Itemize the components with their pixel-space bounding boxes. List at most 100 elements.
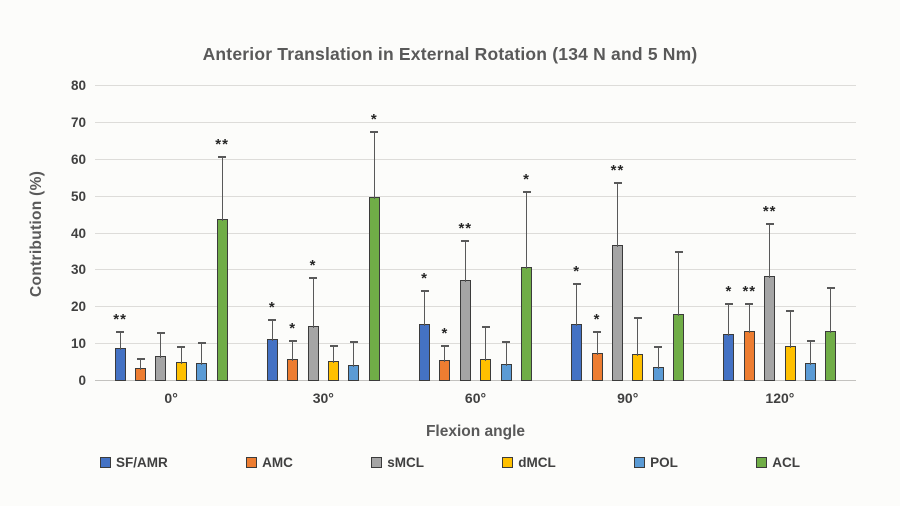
gridline-50 <box>95 195 856 197</box>
bar-SF/AMR-90° <box>571 323 583 381</box>
error-bar <box>201 343 203 365</box>
error-bar <box>312 278 314 329</box>
gridline-20 <box>95 306 856 308</box>
error-bar-cap <box>522 190 531 193</box>
bar-dMCL-60° <box>480 358 492 381</box>
error-bar <box>464 242 466 283</box>
error-bar <box>830 288 832 334</box>
bar-SF/AMR-120° <box>723 334 735 381</box>
bar-AMC-30° <box>287 358 299 381</box>
bar-AMC-60° <box>439 359 451 381</box>
error-bar-cap <box>136 357 145 360</box>
error-bar-cap <box>197 341 206 344</box>
bar-sMCL-60° <box>459 280 471 381</box>
y-tick-label-40: 40 <box>70 225 86 241</box>
error-bar <box>271 320 273 341</box>
significance-marker: ** <box>215 135 229 153</box>
error-bar-cap <box>745 302 754 305</box>
bar-POL-30° <box>348 364 360 381</box>
chart-title: Anterior Translation in External Rotatio… <box>202 44 698 64</box>
y-tick-label-60: 60 <box>70 151 86 167</box>
bar-POL-0° <box>196 362 208 381</box>
error-bar <box>424 291 425 326</box>
error-bar <box>353 343 355 367</box>
y-tick-label-0: 0 <box>78 373 86 388</box>
x-tick-label-120°: 120° <box>765 390 795 406</box>
bar-sMCL-90° <box>612 245 623 381</box>
bar-SF/AMR-30° <box>266 338 278 381</box>
legend-label-ACL: ACL <box>772 454 800 470</box>
error-bar <box>810 341 811 366</box>
bar-dMCL-120° <box>784 345 796 381</box>
error-bar <box>657 347 659 369</box>
y-axis-ticks: 0 10 20 30 40 50 60 70 80 <box>46 78 86 388</box>
significance-marker: * <box>441 324 449 342</box>
error-bar <box>576 285 578 326</box>
error-bar <box>292 341 294 361</box>
y-tick-label-50: 50 <box>70 188 86 204</box>
significance-marker: * <box>421 269 428 287</box>
legend-item-POL: POL <box>634 455 678 470</box>
error-bar-cap <box>572 283 581 286</box>
error-bar-cap <box>481 325 490 328</box>
x-tick-label-90°: 90° <box>617 390 639 406</box>
error-bar-cap <box>502 341 511 344</box>
error-bar <box>769 225 771 279</box>
x-tick-label-0°: 0° <box>164 390 178 406</box>
x-tick-label-30°: 30° <box>312 390 334 406</box>
bar-dMCL-0° <box>175 362 187 381</box>
error-bar-cap <box>461 240 470 243</box>
error-bar <box>637 319 639 357</box>
x-axis-label: Flexion angle <box>425 423 526 440</box>
x-tick-label-60°: 60° <box>464 390 487 406</box>
error-bar-cap <box>177 345 186 348</box>
y-axis-label: Contribution (%) <box>28 170 45 297</box>
bar-dMCL-90° <box>632 354 644 381</box>
error-bar-cap <box>724 303 733 306</box>
error-bar <box>748 304 750 333</box>
error-bar-cap <box>288 339 297 342</box>
gridline-70 <box>95 121 856 123</box>
bar-SF/AMR-0° <box>114 347 126 381</box>
error-bar-cap <box>309 276 318 279</box>
error-bar <box>180 347 182 365</box>
y-tick-label-10: 10 <box>70 336 86 352</box>
legend-swatch-AMC <box>246 456 258 468</box>
error-bar <box>373 133 375 199</box>
error-bar <box>617 183 618 248</box>
error-bar-cap <box>826 286 835 289</box>
bar-sMCL-0° <box>155 355 167 381</box>
bar-ACL-90° <box>673 313 685 381</box>
gridline-80 <box>95 85 856 86</box>
error-bar-cap <box>654 345 663 348</box>
x-axis-ticks: 0° 30° 60° 90° 120° <box>95 390 856 406</box>
significance-marker: * <box>523 170 530 188</box>
gridline-40 <box>95 232 856 234</box>
legend-swatch-dMCL <box>502 456 514 468</box>
error-bar-cap <box>116 331 125 334</box>
significance-marker: ** <box>762 203 777 221</box>
significance-marker: * <box>725 283 733 301</box>
error-bar-cap <box>268 318 277 321</box>
error-bar <box>221 157 223 221</box>
error-bar-cap <box>370 131 379 134</box>
bar-dMCL-30° <box>328 361 339 381</box>
error-bar <box>140 360 141 371</box>
bar-POL-90° <box>652 367 664 381</box>
error-bar <box>444 346 446 362</box>
legend-swatch-ACL <box>756 456 768 468</box>
legend-item-SF/AMR: SF/AMR <box>100 455 168 470</box>
error-bar-cap <box>440 344 449 347</box>
error-bar-cap <box>593 330 602 333</box>
gridline-60 <box>95 158 856 160</box>
y-tick-label-20: 20 <box>70 299 86 315</box>
error-bar-cap <box>633 317 642 320</box>
y-tick-label-30: 30 <box>70 262 86 278</box>
bar-SF/AMR-60° <box>419 323 430 381</box>
error-bar <box>526 192 527 269</box>
error-bar-cap <box>674 251 683 254</box>
y-tick-label-70: 70 <box>70 114 86 130</box>
legend-label-sMCL: sMCL <box>387 454 424 470</box>
error-bar-cap <box>786 309 795 312</box>
